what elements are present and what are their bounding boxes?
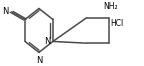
Text: HCl: HCl xyxy=(110,19,124,28)
Text: N: N xyxy=(2,7,8,16)
Text: NH₂: NH₂ xyxy=(103,2,118,11)
Text: N: N xyxy=(44,37,51,46)
Text: N: N xyxy=(36,56,42,65)
